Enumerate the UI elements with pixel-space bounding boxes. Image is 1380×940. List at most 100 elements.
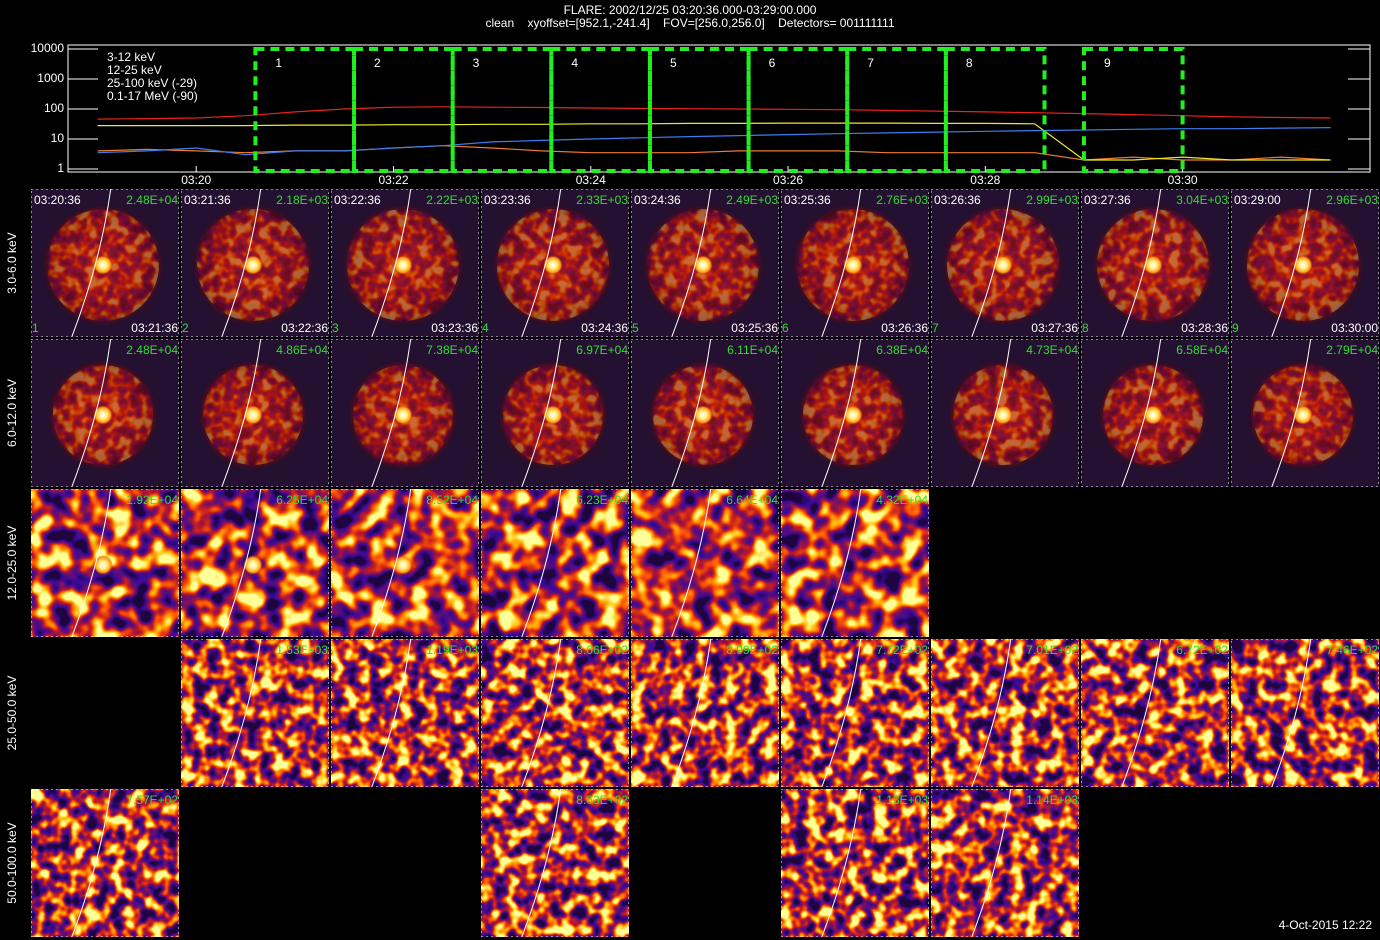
image-panel: 03:21:36 2.18E+03 2 03:22:36: [181, 189, 329, 337]
panel-max: 3.04E+03: [1176, 193, 1228, 207]
solar-limb: [1271, 189, 1312, 337]
footer-date: 4-Oct-2015 12:22: [1279, 918, 1373, 932]
solar-limb: [371, 189, 412, 337]
solar-limb: [371, 339, 412, 487]
image-panel: 03:22:36 2.22E+03 3 03:23:36: [331, 189, 479, 337]
panel-max: 7.57E+02: [126, 793, 178, 807]
legend-entry: 0.1-17 MeV (-90): [107, 89, 198, 103]
panel-end-time: 03:22:36: [281, 321, 328, 335]
panel-max: 2.18E+03: [276, 193, 328, 207]
panel-border: [181, 339, 329, 487]
panel-border: [1081, 339, 1229, 487]
solar-limb: [71, 789, 112, 937]
panel-number: 3: [332, 321, 339, 335]
panel-border: [781, 789, 929, 937]
series-line: [97, 127, 1331, 156]
panel-max: 6.23E+04: [576, 493, 628, 507]
panel-max: 1.14E+03: [1026, 793, 1078, 807]
solar-limb: [671, 189, 712, 337]
interval-box: [549, 47, 652, 173]
solar-limb: [821, 489, 862, 637]
solar-limb: [521, 339, 562, 487]
panel-start-time: 03:26:36: [934, 193, 981, 207]
interval-box: [253, 47, 357, 173]
image-panel: 4.86E+04: [181, 339, 329, 487]
panel-max: 4.86E+04: [276, 343, 328, 357]
solar-limb: [521, 189, 562, 337]
image-panel: 7.57E+02: [31, 789, 179, 937]
panel-number: 6: [782, 321, 789, 335]
panel-max: 2.79E+04: [1326, 343, 1378, 357]
source-core: [393, 555, 413, 575]
image-panel: 6.38E+04: [781, 339, 929, 487]
source-core: [93, 405, 113, 425]
panel-max: 2.96E+03: [1326, 193, 1378, 207]
panel-border: [331, 639, 479, 787]
panel-max: 2.76E+03: [876, 193, 928, 207]
panel-end-time: 03:21:36: [131, 321, 178, 335]
image-panel: 03:26:36 2.99E+03 7 03:27:36: [931, 189, 1079, 337]
source-core: [93, 555, 113, 575]
source-core: [1293, 255, 1313, 275]
image-panel: 1.53E+03: [181, 639, 329, 787]
panel-border: [1081, 189, 1229, 337]
source-core: [543, 405, 563, 425]
solar-limb: [371, 639, 412, 787]
panel-start-time: 03:23:36: [484, 193, 531, 207]
y-tick-label: 100: [44, 101, 64, 115]
panel-start-time: 03:21:36: [184, 193, 231, 207]
panel-max: 7.46E+02: [1326, 643, 1378, 657]
panel-max: 6.25E+04: [276, 493, 328, 507]
source-core: [993, 255, 1013, 275]
image-panel: 6.72E+02: [1081, 639, 1229, 787]
y-tick-label: 1000: [37, 71, 64, 85]
x-tick-label: 03:26: [773, 173, 803, 187]
image-panel: 4.32E+04: [781, 489, 929, 637]
panel-border: [481, 339, 629, 487]
interval-box: [352, 47, 455, 173]
panel-max: 6.97E+04: [576, 343, 628, 357]
source-core: [393, 255, 413, 275]
panel-border: [781, 339, 929, 487]
panel-max: 6.72E+02: [1176, 643, 1228, 657]
image-noise: [631, 489, 779, 637]
panel-border: [481, 639, 629, 787]
panel-max: 8.63E+02: [576, 793, 628, 807]
panel-start-time: 03:24:36: [634, 193, 681, 207]
image-noise: [781, 639, 929, 787]
source-core: [693, 255, 713, 275]
solar-limb: [1271, 639, 1312, 787]
solar-limb: [521, 489, 562, 637]
image-panel: 1.14E+03: [931, 789, 1079, 937]
image-panel: 03:24:36 2.49E+03 5 03:25:36: [631, 189, 779, 337]
panel-max: 2.22E+03: [426, 193, 478, 207]
panel-end-time: 03:23:36: [431, 321, 478, 335]
series-line: [97, 122, 1331, 161]
source-core: [1143, 255, 1163, 275]
panel-end-time: 03:24:36: [581, 321, 628, 335]
panel-end-time: 03:25:36: [731, 321, 778, 335]
panel-max: 7.01E+02: [1026, 643, 1078, 657]
solar-limb: [971, 789, 1012, 937]
panel-max: 6.11E+04: [727, 343, 778, 357]
panel-number: 7: [932, 321, 939, 335]
panel-end-time: 03:27:36: [1031, 321, 1078, 335]
image-panel: 03:23:36 2.33E+03 4 03:24:36: [481, 189, 629, 337]
panel-border: [781, 489, 929, 637]
series-line: [97, 145, 1331, 161]
interval-box: [647, 47, 751, 173]
panel-max: 6.64E+04: [726, 493, 778, 507]
x-tick-label: 03:22: [378, 173, 408, 187]
image-noise: [931, 639, 1079, 787]
solar-limb: [1121, 339, 1162, 487]
panel-border: [1231, 639, 1379, 787]
panel-max: 8.99E+02: [726, 643, 778, 657]
interval-label: 7: [867, 56, 874, 70]
panel-end-time: 03:28:36: [1181, 321, 1228, 335]
panel-end-time: 03:30:00: [1331, 321, 1378, 335]
image-noise: [181, 639, 329, 787]
panel-border: [331, 489, 479, 637]
solar-limb: [71, 489, 112, 637]
image-panel: 7.46E+02: [1231, 639, 1379, 787]
panel-border: [481, 189, 629, 337]
